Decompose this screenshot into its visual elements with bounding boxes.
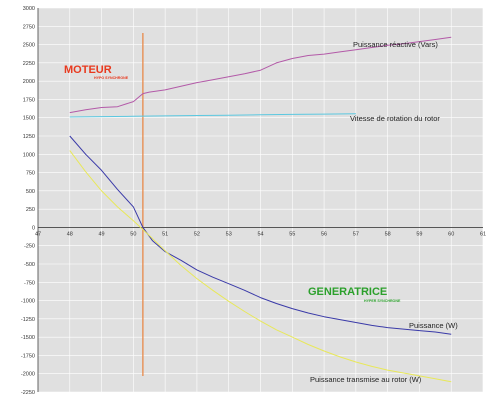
x-tick-label: 61 [480,231,486,237]
y-tick-label: 1250 [23,134,35,140]
series-line-2 [69,135,452,335]
x-tick-label: 56 [321,231,327,237]
series-label-rotor-speed: Vitesse de rotation du rotor [350,114,440,123]
x-tick-label: 50 [130,231,136,237]
y-tick-label: -750 [24,280,35,286]
y-tick-label: 3000 [23,6,35,12]
x-tick-label: 47 [35,231,41,237]
y-tick-label: 1000 [23,152,35,158]
series-line-1 [69,113,356,118]
x-tick-label: 57 [353,231,359,237]
grid [37,7,484,393]
y-tick-label: -2000 [21,372,35,378]
y-tick-label: 2750 [23,24,35,30]
y-tick-label: -250 [24,244,35,250]
series-group [69,36,452,383]
x-tick-label: 49 [99,231,105,237]
series-label-power: Puissance (W) [409,321,458,330]
series-line-0 [69,36,452,114]
y-tick-label: -500 [24,262,35,268]
y-tick-label: 750 [26,171,35,177]
x-tick-label: 52 [194,231,200,237]
y-tick-label: -2250 [21,390,35,396]
y-axis-ticks: 3000275025002250200017501500125010007505… [21,6,35,396]
y-tick-label: 2250 [23,61,35,67]
x-tick-label: 59 [416,231,422,237]
annotation-moteur: MOTEUR [64,64,112,76]
x-axis-ticks: 47 48 49 50 51 52 53 54 55 56 57 58 59 60 61 [35,231,486,237]
y-tick-label: 1500 [23,116,35,122]
annotation-moteur-sub: HYPO SYNCHRONE [94,76,129,80]
y-tick-label: 0 [32,225,35,231]
x-tick-label: 55 [289,231,295,237]
y-tick-label: -1750 [21,353,35,359]
x-tick-label: 53 [226,231,232,237]
x-tick-label: 48 [67,231,73,237]
x-tick-label: 51 [162,231,168,237]
x-tick-label: 54 [257,231,263,237]
y-tick-label: -1250 [21,317,35,323]
x-tick-label: 58 [385,231,391,237]
y-tick-label: 2000 [23,79,35,85]
y-tick-label: -1000 [21,299,35,305]
y-tick-label: 2500 [23,43,35,49]
x-tick-label: 60 [448,231,454,237]
y-tick-label: 250 [26,207,35,213]
annotation-generatrice-sub: HYPER SYNCHRONE [364,299,401,303]
series-label-rotor-power: Puissance transmise au rotor (W) [310,375,422,384]
y-tick-label: 1750 [23,97,35,103]
annotation-generatrice: GENERATRICE [308,286,387,298]
y-tick-label: -1500 [21,335,35,341]
series-label-reactive-power: Puissance réactive (Vars) [353,40,438,49]
y-tick-label: 500 [26,189,35,195]
series-line-3 [69,150,452,383]
